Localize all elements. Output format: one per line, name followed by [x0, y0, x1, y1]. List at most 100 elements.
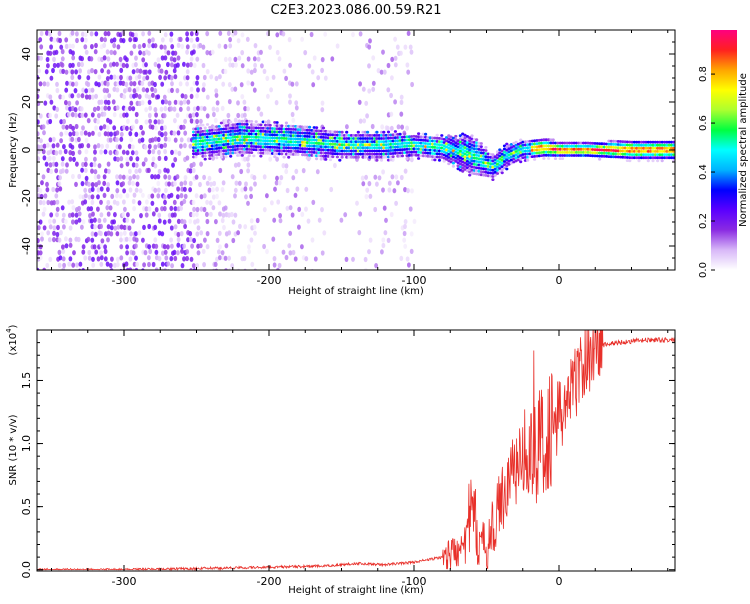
heatmap-cell: [252, 126, 256, 130]
heatmap-cell: [428, 155, 432, 158]
heatmap-cell: [196, 139, 200, 143]
heatmap-cell: [296, 128, 300, 132]
heatmap-cell: [393, 36, 397, 42]
heatmap-cell: [164, 99, 169, 105]
heatmap-cell: [398, 148, 402, 152]
heatmap-cell: [284, 134, 288, 137]
heatmap-cell: [80, 143, 84, 149]
heatmap-cell: [393, 130, 397, 133]
heatmap-cell: [521, 140, 525, 144]
heatmap-cell: [94, 93, 98, 99]
heatmap-cell: [393, 55, 398, 61]
heatmap-cell: [48, 256, 53, 262]
heatmap-cell: [389, 92, 393, 99]
heatmap-cell: [500, 155, 504, 159]
heatmap-cell: [379, 149, 384, 153]
heatmap-cell: [247, 138, 251, 142]
heatmap-cell: [333, 130, 337, 134]
heatmap-cell: [382, 205, 387, 211]
heatmap-cell: [277, 133, 281, 137]
heatmap-cell: [421, 135, 425, 139]
heatmap-cell: [144, 62, 148, 68]
heatmap-cell: [250, 151, 254, 155]
heatmap-cell: [468, 139, 472, 143]
heatmap-cell: [115, 137, 119, 143]
heatmap-cell: [382, 140, 386, 144]
heatmap-cell: [602, 145, 606, 149]
heatmap-cell: [243, 122, 247, 126]
heatmap-cell: [61, 168, 65, 174]
heatmap-cell: [584, 144, 588, 148]
heatmap-cell: [424, 142, 428, 145]
heatmap-cell: [409, 157, 414, 163]
heatmap-cell: [301, 134, 305, 138]
heatmap-cell: [451, 164, 455, 168]
heatmap-cell: [526, 158, 530, 162]
heatmap-cell: [185, 62, 190, 68]
heatmap-cell: [141, 130, 145, 136]
heatmap-cell: [275, 156, 279, 162]
heatmap-cell: [354, 152, 358, 156]
heatmap-cell: [105, 261, 110, 267]
heatmap-cell: [201, 148, 205, 152]
heatmap-cell: [270, 127, 275, 130]
heatmap-cell: [284, 124, 288, 128]
heatmap-cell: [185, 155, 190, 161]
heatmap-cell: [247, 119, 251, 123]
heatmap-cell: [188, 168, 193, 174]
heatmap-cell: [364, 174, 368, 180]
heatmap-cell: [211, 205, 216, 211]
heatmap-cell: [75, 37, 79, 44]
heatmap-cell: [163, 249, 168, 255]
heatmap-cell: [320, 207, 324, 213]
heatmap-cell: [215, 237, 220, 243]
heatmap-cell: [150, 124, 155, 130]
heatmap-cell: [55, 187, 59, 193]
heatmap-cell: [593, 145, 597, 148]
heatmap-cell: [63, 148, 68, 155]
heatmap-cell: [656, 153, 660, 157]
heatmap-cell: [519, 160, 523, 164]
heatmap-cell: [396, 139, 400, 143]
heatmap-cell: [632, 140, 637, 144]
heatmap-cell: [639, 143, 644, 147]
heatmap-cell: [119, 67, 124, 73]
heatmap-cell: [42, 155, 47, 161]
heatmap-cell: [591, 154, 595, 158]
heatmap-cell: [61, 267, 66, 270]
heatmap-cell: [159, 106, 164, 112]
heatmap-cell: [266, 139, 270, 143]
heatmap-cell: [185, 75, 190, 81]
heatmap-cell: [291, 175, 296, 181]
heatmap-cell: [202, 262, 207, 268]
heatmap-cell: [447, 140, 451, 144]
heatmap-cell: [201, 133, 205, 136]
heatmap-cell: [558, 151, 562, 154]
heatmap-cell: [109, 268, 114, 270]
heatmap-cell: [122, 199, 126, 205]
heatmap-cell: [360, 175, 365, 181]
heatmap-cell: [121, 181, 125, 187]
heatmap-cell: [382, 143, 386, 147]
heatmap-cell: [277, 149, 281, 153]
heatmap-cell: [86, 118, 91, 124]
heatmap-cell: [363, 149, 367, 153]
heatmap-cell: [426, 151, 430, 155]
heatmap-cell: [288, 250, 293, 256]
heatmap-cell: [166, 261, 171, 267]
heatmap-cell: [579, 144, 583, 148]
heatmap-cell: [309, 31, 314, 38]
heatmap-cell: [37, 144, 41, 150]
heatmap-cell: [80, 61, 84, 68]
heatmap-cell: [623, 146, 627, 150]
heatmap-cell: [252, 123, 256, 127]
heatmap-cell: [278, 213, 282, 219]
heatmap-cell: [134, 162, 139, 168]
heatmap-cell: [151, 211, 156, 217]
heatmap-cell: [479, 142, 483, 145]
heatmap-cell: [595, 148, 599, 152]
heatmap-cell: [493, 161, 497, 165]
heatmap-cell: [119, 131, 124, 137]
heatmap-cell: [651, 153, 655, 157]
heatmap-cell: [284, 121, 288, 125]
